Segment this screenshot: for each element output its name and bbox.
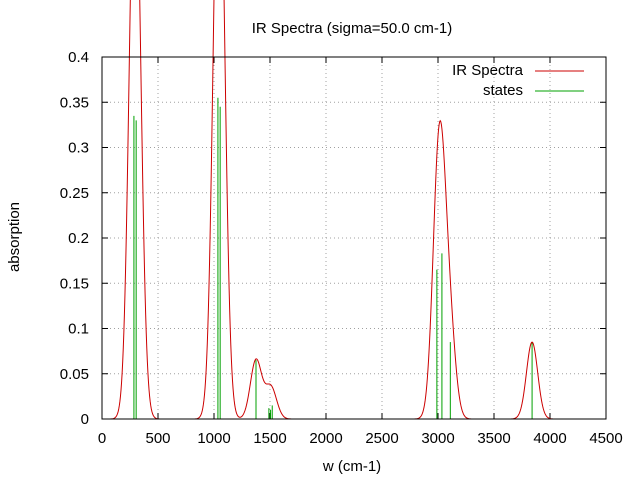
x-tick-label: 500	[145, 430, 170, 447]
y-tick-label: 0.2	[68, 230, 89, 247]
x-tick-label: 2500	[365, 430, 398, 447]
legend-label-states: states	[483, 82, 523, 99]
legend: IR Spectra states	[452, 62, 584, 99]
y-tick-label: 0.05	[60, 366, 89, 383]
y-axis-title: absorption	[6, 202, 23, 272]
x-tick-label: 4000	[533, 430, 566, 447]
y-tick-label: 0.1	[68, 321, 89, 338]
chart-title: IR Spectra (sigma=50.0 cm-1)	[252, 20, 453, 37]
x-axis-title: w (cm-1)	[322, 458, 381, 475]
x-tick-label: 2000	[309, 430, 342, 447]
states-series	[133, 97, 533, 419]
y-tick-label: 0	[81, 411, 89, 428]
y-tick-label: 0.3	[68, 140, 89, 157]
x-tick-label: 4500	[589, 430, 622, 447]
plot-frame	[101, 56, 607, 420]
y-tick-label: 0.25	[60, 185, 89, 202]
x-tick-label: 3500	[477, 430, 510, 447]
y-tick-label: 0.4	[68, 49, 89, 66]
tick-labels: 0 500 1000 1500 2000 2500 3000 3500 4000 4500 0 0.0…	[60, 49, 623, 447]
y-tick-label: 0.35	[60, 94, 89, 111]
x-tick-label: 3000	[421, 430, 454, 447]
x-tick-label: 0	[98, 430, 106, 447]
x-tick-label: 1000	[197, 430, 230, 447]
x-tick-label: 1500	[253, 430, 286, 447]
grid	[102, 57, 606, 419]
legend-label-ir-spectra: IR Spectra	[452, 62, 524, 79]
y-tick-label: 0.15	[60, 275, 89, 292]
ir-spectra-line	[102, 0, 606, 420]
